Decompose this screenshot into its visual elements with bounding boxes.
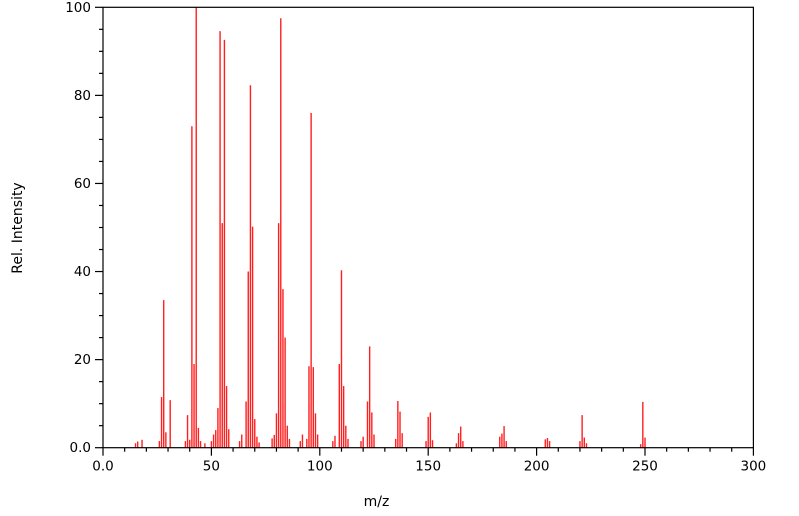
x-tick-label: 200 xyxy=(524,459,550,475)
y-axis-ticks xyxy=(95,6,103,449)
x-tick-label: 100 xyxy=(307,459,333,475)
y-axis-tick-labels: 0.0 20 40 60 80 100 xyxy=(65,0,91,456)
y-tick-label: 40 xyxy=(74,264,91,280)
x-tick-label: 150 xyxy=(415,459,441,475)
y-tick-label: 60 xyxy=(74,176,91,192)
y-tick-label: 20 xyxy=(74,352,91,368)
y-tick-label: 80 xyxy=(74,88,91,104)
y-axis-label: Rel. Intensity xyxy=(10,182,26,274)
x-axis-tick-labels: 0.0 50 100 150 200 250 300 xyxy=(92,459,766,475)
x-tick-label: 250 xyxy=(632,459,658,475)
x-axis-label: m/z xyxy=(363,494,390,510)
x-tick-label: 50 xyxy=(203,459,220,475)
x-tick-label: 300 xyxy=(741,459,767,475)
plot-frame xyxy=(102,6,755,449)
plot-border xyxy=(102,6,755,449)
y-tick-label: 0.0 xyxy=(70,440,91,456)
peak-stems xyxy=(134,7,646,448)
x-axis-ticks xyxy=(102,447,755,456)
y-tick-label: 100 xyxy=(65,0,91,16)
x-tick-label: 0.0 xyxy=(92,459,113,475)
